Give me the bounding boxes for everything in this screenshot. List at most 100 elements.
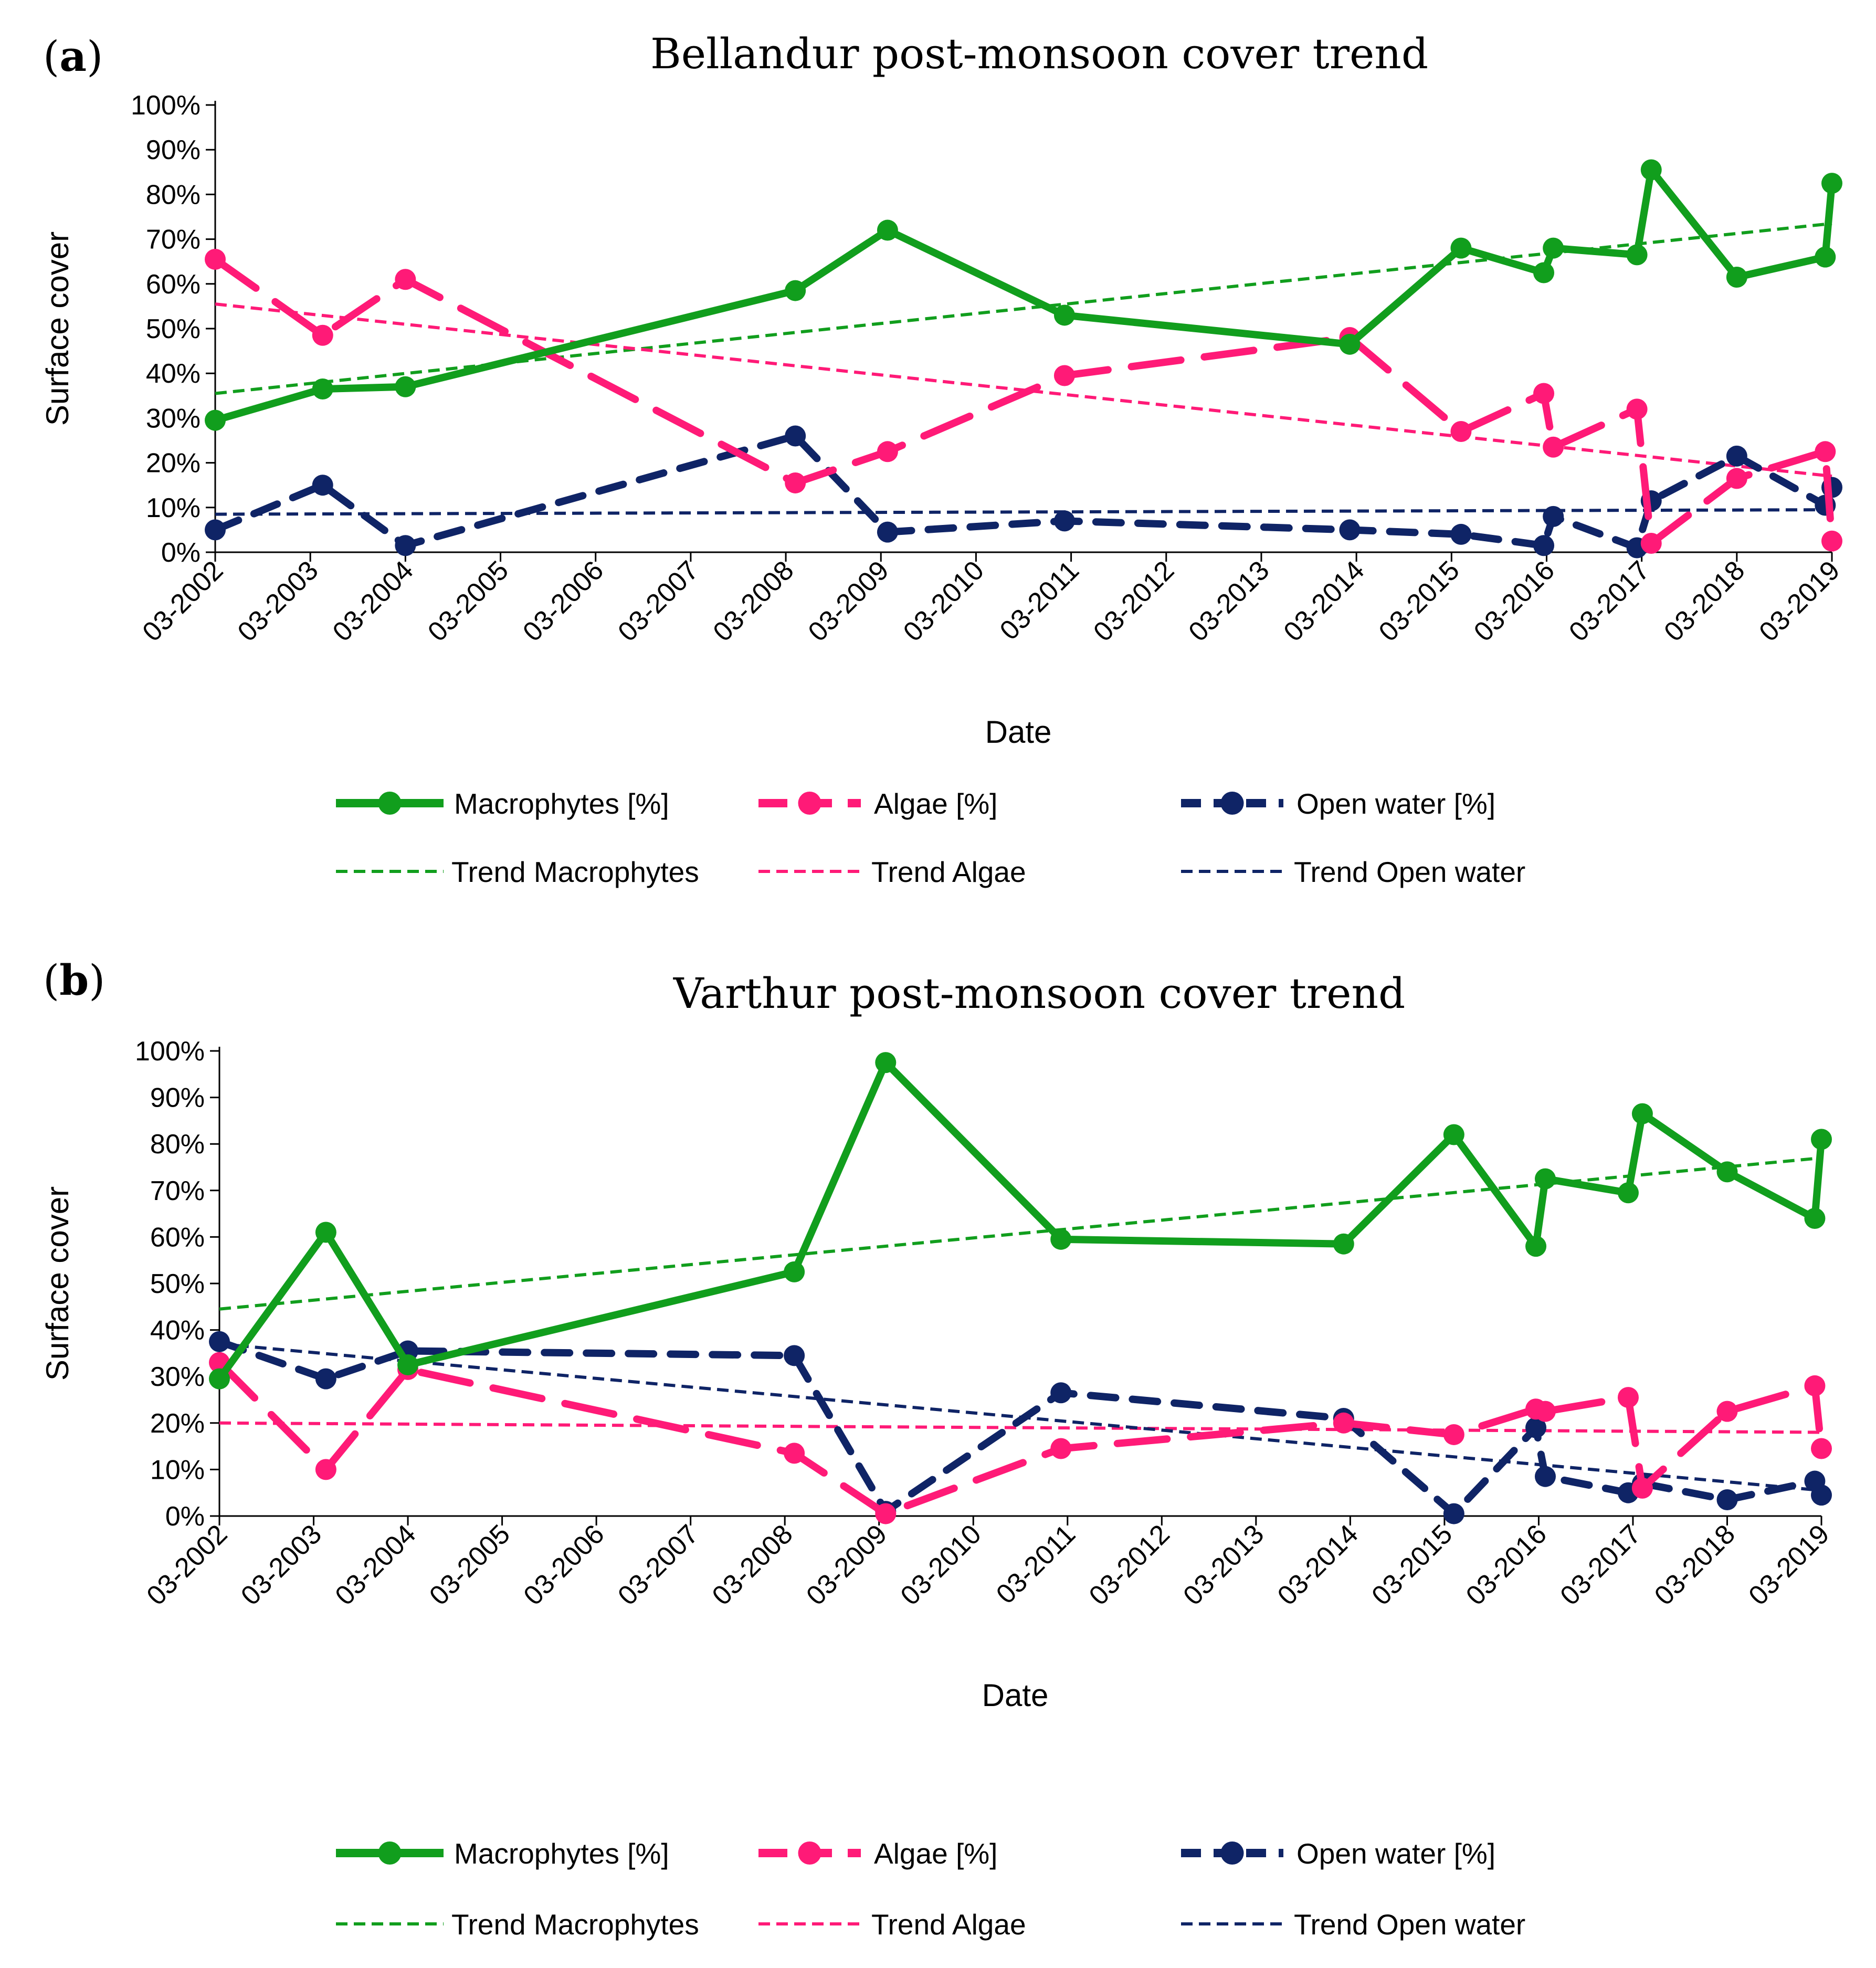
data-point-open [877,521,898,543]
x-axis-label: Date [982,1678,1049,1713]
data-point-open [1443,1503,1464,1524]
legend-label-open: Open water [%] [1297,787,1495,820]
data-point-algae [1640,532,1662,554]
data-point-macro [1333,1233,1354,1255]
y-tick-label: 100% [135,1036,205,1067]
legend-label-algae: Algae [%] [874,787,997,820]
trend-line-macro [219,1156,1822,1311]
x-tick-label: 03-2003 [235,1519,328,1611]
x-tick-label: 03-2013 [1177,1519,1270,1611]
y-tick-label: 10% [150,1455,205,1485]
x-tick-label: 03-2017 [1554,1519,1647,1611]
data-point-macro [1815,246,1836,268]
data-point-macro [1533,262,1555,283]
data-point-open [1339,519,1361,541]
data-point-algae [1450,420,1472,442]
series-line-macro [216,1059,1825,1383]
x-tick-label: 03-2009 [803,555,895,647]
data-point-macro [1804,1207,1826,1229]
data-point-algae [875,1503,897,1524]
data-point-open [1716,1489,1738,1510]
data-point-algae [395,269,416,290]
legend-label-open: Open water [%] [1297,1837,1495,1870]
data-point-macro [1050,1228,1072,1250]
data-point-macro [315,1222,336,1243]
legend-trend-label-macro: Trend Macrophytes [451,1908,699,1941]
data-point-open [785,425,806,447]
x-tick-label: 03-2007 [612,555,704,647]
data-point-macro [395,376,416,397]
y-tick-label: 90% [146,135,201,165]
trend-line-open [215,508,1832,516]
series-line-open [212,432,1836,552]
y-tick-label: 50% [150,1269,205,1299]
data-point-macro [1450,237,1472,259]
data-point-open [1050,1382,1072,1404]
x-tick-label: 03-2005 [424,1519,516,1611]
x-tick-label: 03-2011 [990,1519,1081,1609]
data-point-macro [1631,1103,1653,1124]
panel-label-open: ( [43,32,59,81]
data-point-open [315,1368,336,1390]
x-tick-label: 03-2003 [232,555,324,647]
legend-marker-open [1220,1841,1244,1865]
x-tick-label: 03-2018 [1658,555,1751,647]
legend-marker-macro [378,792,402,815]
data-point-macro [1053,304,1075,326]
data-point-macro [397,1354,419,1376]
x-tick-label: 03-2009 [800,1519,893,1611]
x-tick-label: 03-2008 [708,555,800,647]
series-line-algae [216,1359,1825,1518]
data-point-open [312,475,333,496]
series-line-macro [212,166,1836,424]
x-tick-label: 03-2004 [327,555,419,647]
x-tick-label: 03-2016 [1460,1519,1553,1611]
x-tick-label: 03-2014 [1272,1519,1364,1611]
y-tick-label: 60% [146,269,201,300]
data-point-macro [784,1261,805,1282]
y-tick-label: 0% [161,538,201,568]
data-point-macro [1525,1236,1547,1257]
legend-label-algae: Algae [%] [874,1837,997,1870]
data-point-macro [1617,1182,1639,1204]
data-point-open [205,519,226,541]
data-point-open [1533,535,1555,556]
y-tick-label: 0% [165,1501,205,1532]
data-point-algae [315,1459,336,1480]
y-tick-label: 70% [146,225,201,255]
y-tick-label: 20% [146,448,201,479]
x-tick-label: 03-2006 [518,1519,610,1611]
data-point-open [784,1345,805,1366]
x-tick-label: 03-2008 [707,1519,799,1611]
data-point-macro [875,1052,897,1074]
data-point-algae [1543,436,1564,458]
data-point-algae [1631,1477,1653,1499]
y-axis-label: Surface cover [40,231,75,426]
x-tick-label: 03-2019 [1743,1519,1836,1611]
x-tick-label: 03-2002 [137,555,229,647]
data-point-macro [1716,1161,1738,1183]
data-point-open [1053,510,1075,532]
panel-label-close: ) [87,32,103,81]
data-point-macro [205,409,226,431]
panel-label: (b) [43,955,105,1005]
x-tick-label: 03-2017 [1563,555,1656,647]
legend-trend-label-algae: Trend Algae [871,856,1026,888]
y-tick-label: 90% [150,1083,205,1113]
x-tick-label: 03-2010 [898,555,990,647]
panel-label-open: ( [43,956,59,1005]
data-point-open [395,535,416,556]
panel-label: (a) [43,31,103,81]
x-tick-label: 03-2019 [1754,555,1846,647]
data-point-macro [209,1368,230,1390]
data-point-algae [1333,1412,1354,1434]
x-tick-label: 03-2012 [1088,555,1180,647]
x-tick-label: 03-2015 [1373,555,1466,647]
chart-title: Bellandur post-monsoon cover trend [650,29,1428,78]
data-point-algae [1811,1438,1832,1459]
data-point-macro [1543,237,1564,259]
data-point-open [1543,506,1564,527]
data-point-macro [1339,333,1361,355]
data-point-open [1534,1466,1556,1487]
data-point-algae [1726,468,1747,489]
